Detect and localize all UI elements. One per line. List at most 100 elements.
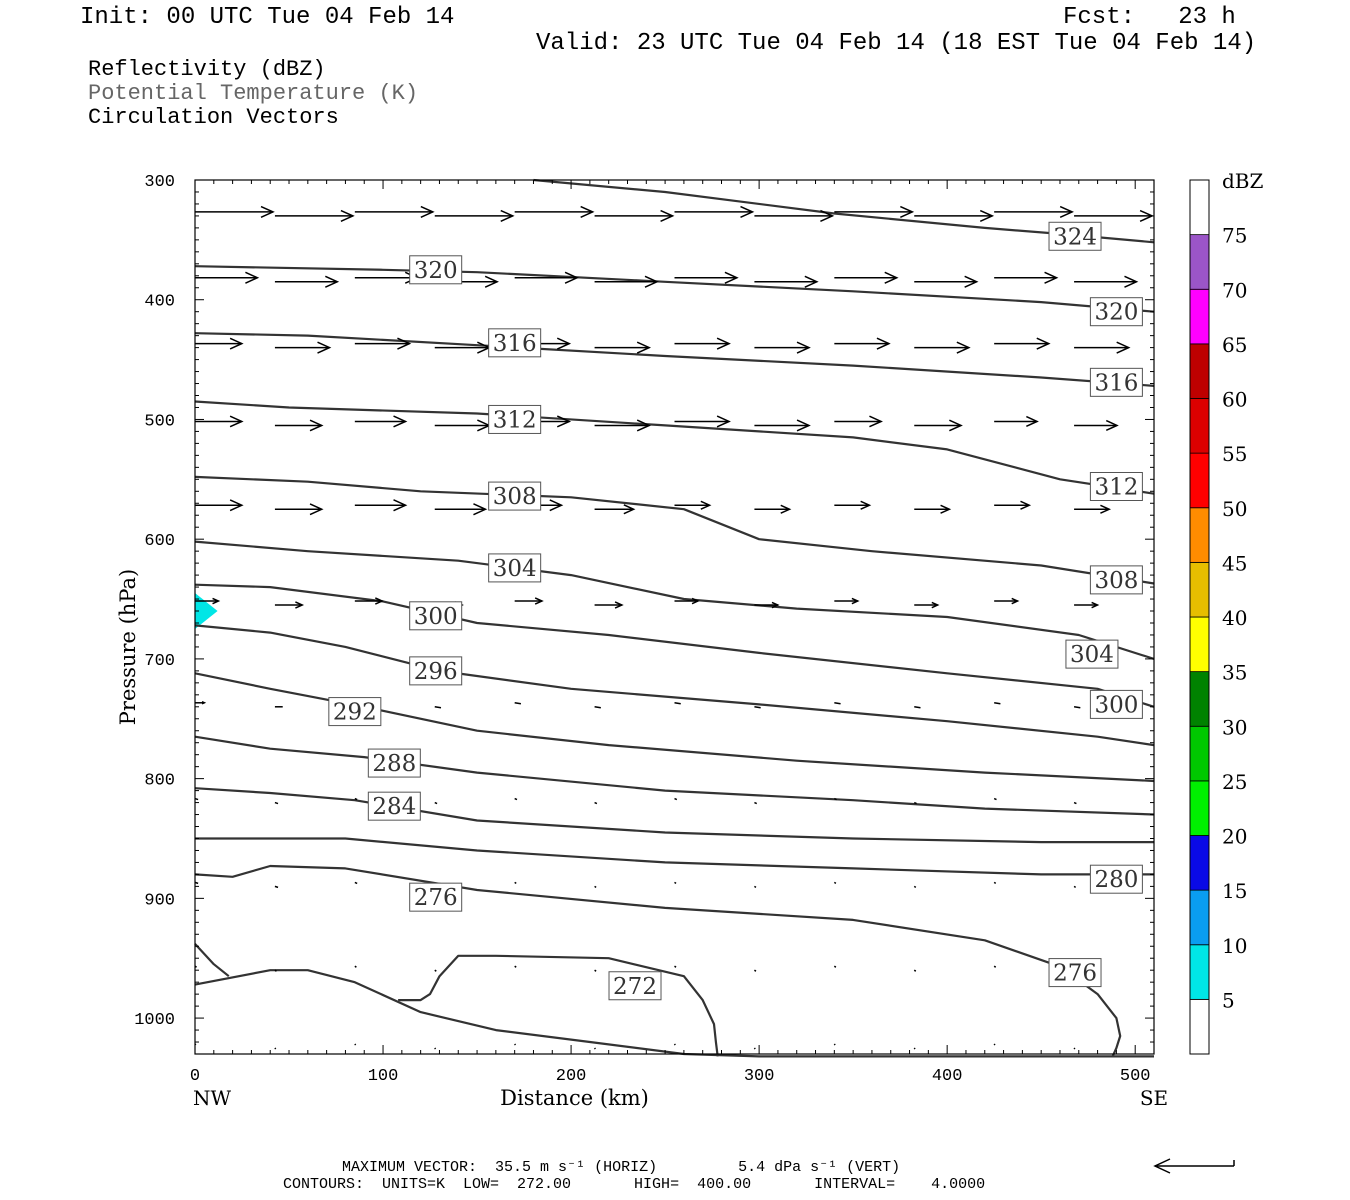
x-end-label-nw: NW [193,1086,232,1110]
theta-contour-308-4 [194,475,1155,585]
colorbar-box-1 [1189,944,1210,1000]
colorbar-label-30: 30 [1222,715,1247,739]
contour-label-272-14: 272 [608,971,662,1001]
colorbar-box-13 [1189,288,1210,345]
svg-text:324: 324 [1053,224,1097,250]
svg-text:280: 280 [1094,867,1138,893]
vector-arrow-r7-c11 [1073,801,1077,805]
contour-label-280-11: 280 [1089,864,1143,894]
svg-text:292: 292 [333,700,377,726]
colorbar-label-35: 35 [1222,661,1247,685]
title-reflectivity: Reflectivity (dBZ) [88,57,326,82]
vector-arrow-r9-c2 [354,965,357,968]
y-tick-label-400: 400 [144,293,175,312]
vector-arrow-r2-c6 [674,337,731,350]
vector-arrow-r5-c10 [994,597,1020,605]
vector-arrow-r10-c5 [593,1047,596,1050]
theta-contour-272-13 [398,954,719,1057]
colorbar-label-5: 5 [1222,988,1235,1012]
plot-frame [194,179,1155,1055]
contour-label-320-1: 320 [409,255,463,285]
x-tick-label-300: 300 [744,1067,775,1086]
contour-label-292-8: 292 [328,697,382,727]
svg-text:316: 316 [493,331,537,357]
y-tick-label-300: 300 [144,173,175,192]
contour-labels-layer: 324 320 316 312 308 304 300 296 292 288 284 280 276 2… [328,221,1143,1001]
vector-arrow-r6-c5 [594,706,601,709]
circulation-vectors-layer [194,205,1154,1050]
reference-vector-arrow [1153,1158,1235,1174]
y-tick-label-600: 600 [144,532,175,551]
colorbar-box-6 [1189,671,1210,727]
vector-arrow-r4-c7 [754,504,792,514]
y-tick-label-700: 700 [144,652,175,671]
init-time: Init: 00 UTC Tue 04 Feb 14 [80,4,455,31]
vector-arrow-r1-c0 [195,271,260,284]
vector-arrow-r9-c3 [434,969,437,972]
theta-contours-layer [194,178,1155,1058]
svg-text:288: 288 [372,751,416,777]
vector-arrow-r5-c2 [354,597,384,605]
theta-contour-304-5 [194,540,1155,660]
vector-arrow-r6-c11 [1073,706,1081,709]
vector-arrow-r4-c1 [274,503,324,516]
vector-arrow-r1-c10 [994,271,1059,284]
contour-label-276-13: 276 [1048,958,1102,988]
vector-arrow-r2-c2 [354,337,412,350]
vector-arrow-r7-c3 [434,801,438,805]
colorbar-label-10: 10 [1222,934,1247,958]
vector-arrow-r5-c1 [274,601,305,609]
vector-arrow-r7-c7 [754,801,758,805]
colorbar-label-65: 65 [1222,333,1247,357]
vector-arrow-r7-c5 [594,801,598,805]
svg-text:276: 276 [414,885,458,911]
vector-arrow-r8-c8 [833,881,837,885]
vector-arrow-r9-c8 [833,965,837,968]
vector-arrow-r2-c8 [834,337,891,350]
vector-arrow-r6-c9 [914,706,921,709]
contour-label-308-4: 308 [488,481,542,511]
vector-arrow-r0-c2 [354,205,435,219]
vector-arrow-r7-c1 [274,801,279,805]
vector-arrow-r2-c10 [994,337,1051,350]
contour-label-316-2: 316 [488,328,542,358]
colorbar-label-15: 15 [1222,879,1247,903]
vector-arrow-r8-c7 [754,885,757,889]
theta-contour-276-12 [194,864,1122,1057]
vector-arrow-r10-c3 [434,1047,437,1050]
vector-arrow-r0-c0 [195,205,275,219]
y-tick-label-900: 900 [144,891,175,910]
colorbar: 5 10 15 20 25 30 35 40 45 50 55 60 65 70 75 dBZ [1189,169,1264,1055]
vector-arrow-r6-c7 [754,706,761,709]
vector-arrow-r9-c4 [514,965,517,968]
vector-arrow-r7-c2 [354,797,358,801]
vector-arrow-r4-c8 [834,500,872,510]
vector-arrow-r0-c6 [674,205,755,219]
vector-arrow-r0-c1 [274,209,355,223]
contour-label-284-10: 284 [367,791,421,821]
colorbar-unit-label: dBZ [1222,169,1264,193]
svg-text:284: 284 [372,794,416,820]
vector-arrow-r3-c7 [754,419,811,432]
x-end-label-se: SE [1140,1086,1168,1110]
vector-arrow-r3-c3 [434,419,492,432]
vector-arrow-r0-c5 [594,209,675,223]
vector-arrow-r9-c1 [274,969,277,972]
colorbar-box-0 [1189,998,1210,1055]
vector-arrow-r8-c9 [913,885,917,889]
vector-arrow-r2-c0 [195,337,244,350]
vector-arrow-r8-c1 [274,885,279,889]
vector-arrow-r8-c4 [514,881,517,885]
vector-arrow-r10-c1 [274,1047,277,1050]
colorbar-label-60: 60 [1222,388,1247,412]
theta-contour-288-9 [194,735,1155,816]
svg-text:320: 320 [414,258,458,284]
vector-arrow-r3-c6 [674,415,731,428]
vector-arrow-r1-c5 [594,275,659,288]
vector-arrow-r0-c11 [1074,209,1154,223]
theta-contour-312-3 [194,400,1155,495]
vector-arrow-r10-c2 [354,1043,357,1046]
vector-arrow-r1-c9 [914,275,979,288]
vector-arrow-r8-c11 [1073,885,1077,889]
